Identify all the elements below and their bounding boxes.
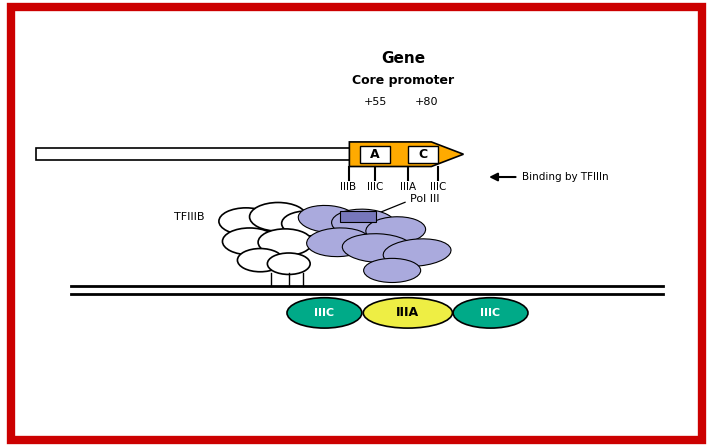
FancyArrow shape xyxy=(349,142,463,167)
Ellipse shape xyxy=(342,234,414,262)
Ellipse shape xyxy=(287,298,361,328)
Ellipse shape xyxy=(332,209,396,238)
Ellipse shape xyxy=(258,229,312,256)
Text: Pol III: Pol III xyxy=(410,194,439,204)
Ellipse shape xyxy=(219,208,273,235)
Text: +80: +80 xyxy=(415,97,438,107)
Text: IIIC: IIIC xyxy=(367,182,383,192)
Text: IIIA: IIIA xyxy=(400,182,416,192)
FancyBboxPatch shape xyxy=(340,211,376,222)
Text: IIIB: IIIB xyxy=(340,182,356,192)
Text: IIIC: IIIC xyxy=(481,308,501,318)
Ellipse shape xyxy=(453,298,528,328)
Text: IIIC: IIIC xyxy=(430,182,446,192)
Ellipse shape xyxy=(267,253,310,274)
FancyBboxPatch shape xyxy=(36,148,356,160)
Text: +55: +55 xyxy=(364,97,386,107)
Ellipse shape xyxy=(237,249,283,272)
Text: Core promoter: Core promoter xyxy=(352,74,454,87)
Ellipse shape xyxy=(250,202,307,231)
Ellipse shape xyxy=(366,217,426,244)
Ellipse shape xyxy=(307,228,371,257)
Text: IIIC: IIIC xyxy=(314,308,334,318)
Ellipse shape xyxy=(222,228,277,255)
Text: A: A xyxy=(370,148,380,161)
Ellipse shape xyxy=(383,239,451,266)
FancyBboxPatch shape xyxy=(408,146,438,163)
Text: Gene: Gene xyxy=(381,51,425,66)
Text: Binding by TFIIIn: Binding by TFIIIn xyxy=(522,172,608,182)
Ellipse shape xyxy=(363,298,452,328)
Text: IIIA: IIIA xyxy=(396,306,419,320)
Ellipse shape xyxy=(364,258,421,283)
Ellipse shape xyxy=(282,211,332,236)
FancyBboxPatch shape xyxy=(360,146,390,163)
Ellipse shape xyxy=(298,206,358,232)
Text: TFIIIB: TFIIIB xyxy=(174,212,204,222)
Text: C: C xyxy=(419,148,427,161)
